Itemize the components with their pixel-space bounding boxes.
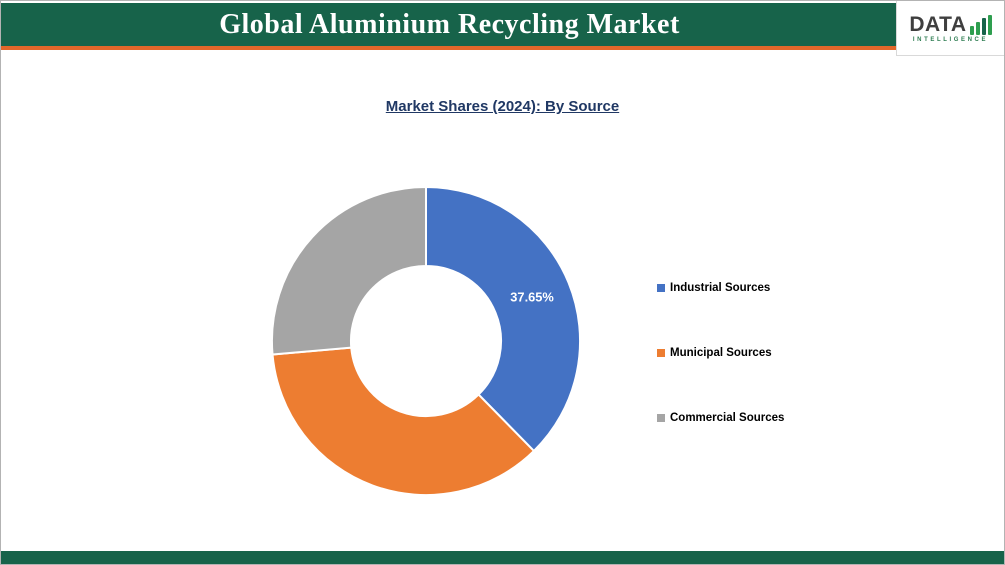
header-banner: Global Aluminium Recycling Market <box>1 3 898 46</box>
legend-label-commercial: Commercial Sources <box>670 412 785 424</box>
legend-swatch-municipal-icon <box>657 349 665 357</box>
header-accent-line <box>1 46 898 50</box>
legend-swatch-industrial-icon <box>657 284 665 292</box>
donut-chart: 37.65% <box>270 185 582 496</box>
chart-legend: Industrial Sources Municipal Sources Com… <box>657 282 784 424</box>
donut-slice-0 <box>425 185 582 453</box>
legend-item-industrial: Industrial Sources <box>657 282 784 294</box>
legend-label-industrial: Industrial Sources <box>670 282 771 294</box>
bar-chart-logo-icon <box>969 14 992 35</box>
donut-slice-1 <box>271 346 536 496</box>
logo-subtitle: INTELLIGENCE <box>912 36 989 43</box>
donut-slice-2 <box>270 185 427 356</box>
logo-text: DATA <box>909 12 967 36</box>
logo: DATA INTELLIGENCE <box>896 1 1004 56</box>
page-title: Global Aluminium Recycling Market <box>219 8 680 40</box>
donut-data-label: 37.65% <box>510 290 554 305</box>
legend-item-municipal: Municipal Sources <box>657 347 784 359</box>
legend-item-commercial: Commercial Sources <box>657 412 784 424</box>
legend-label-municipal: Municipal Sources <box>670 347 772 359</box>
footer-bar <box>1 551 1004 564</box>
logo-row: DATA <box>909 12 992 36</box>
chart-title: Market Shares (2024): By Source <box>385 98 620 115</box>
legend-swatch-commercial-icon <box>657 414 665 422</box>
